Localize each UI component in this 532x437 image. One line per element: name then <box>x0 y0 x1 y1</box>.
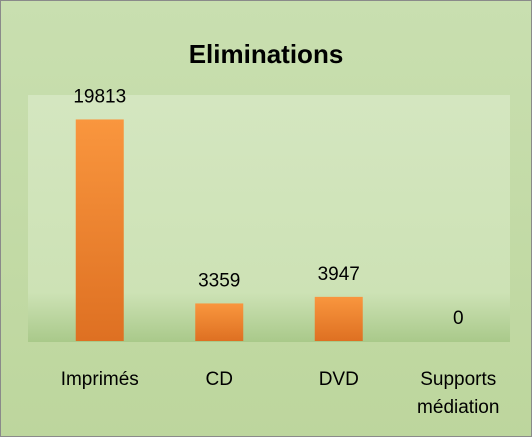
x-tick-label: Imprimés <box>60 369 139 390</box>
x-tick-label: CD <box>205 369 233 390</box>
x-tick-label: Supports médiation <box>417 369 500 418</box>
chart-title: Eliminations <box>189 39 344 69</box>
data-label: 19813 <box>73 86 126 107</box>
data-label: 3947 <box>318 264 360 285</box>
data-label: 3359 <box>198 270 240 291</box>
x-tick-label: DVD <box>318 369 359 390</box>
data-label: 0 <box>453 308 464 329</box>
bar <box>314 296 363 341</box>
bar <box>195 303 244 341</box>
bar <box>75 119 124 341</box>
